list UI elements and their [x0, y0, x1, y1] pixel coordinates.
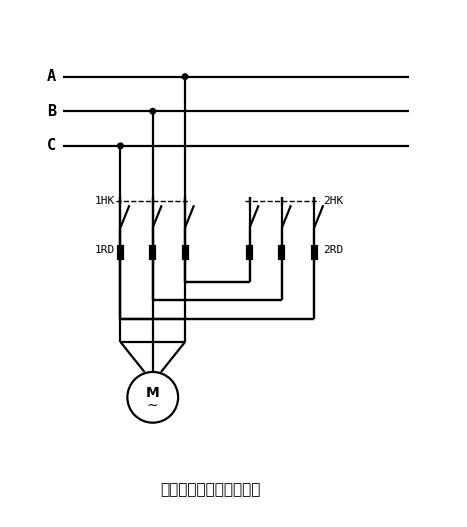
- Text: ~: ~: [147, 398, 159, 413]
- Text: M: M: [146, 386, 160, 399]
- Text: C: C: [47, 138, 56, 153]
- Text: 1HK: 1HK: [95, 196, 115, 206]
- Bar: [279, 246, 284, 259]
- Bar: [311, 246, 317, 259]
- Circle shape: [182, 74, 188, 80]
- Bar: [150, 246, 156, 259]
- Circle shape: [118, 143, 123, 149]
- Bar: [247, 246, 252, 259]
- Circle shape: [150, 109, 156, 114]
- Text: B: B: [47, 104, 56, 119]
- Bar: [183, 246, 188, 259]
- Text: A: A: [47, 69, 56, 84]
- Text: 电动机用双闸式保护装置: 电动机用双闸式保护装置: [160, 482, 261, 497]
- Text: 2HK: 2HK: [324, 196, 344, 206]
- Bar: [118, 246, 123, 259]
- Text: 1RD: 1RD: [95, 245, 115, 255]
- Circle shape: [127, 372, 178, 423]
- Text: 2RD: 2RD: [324, 245, 344, 255]
